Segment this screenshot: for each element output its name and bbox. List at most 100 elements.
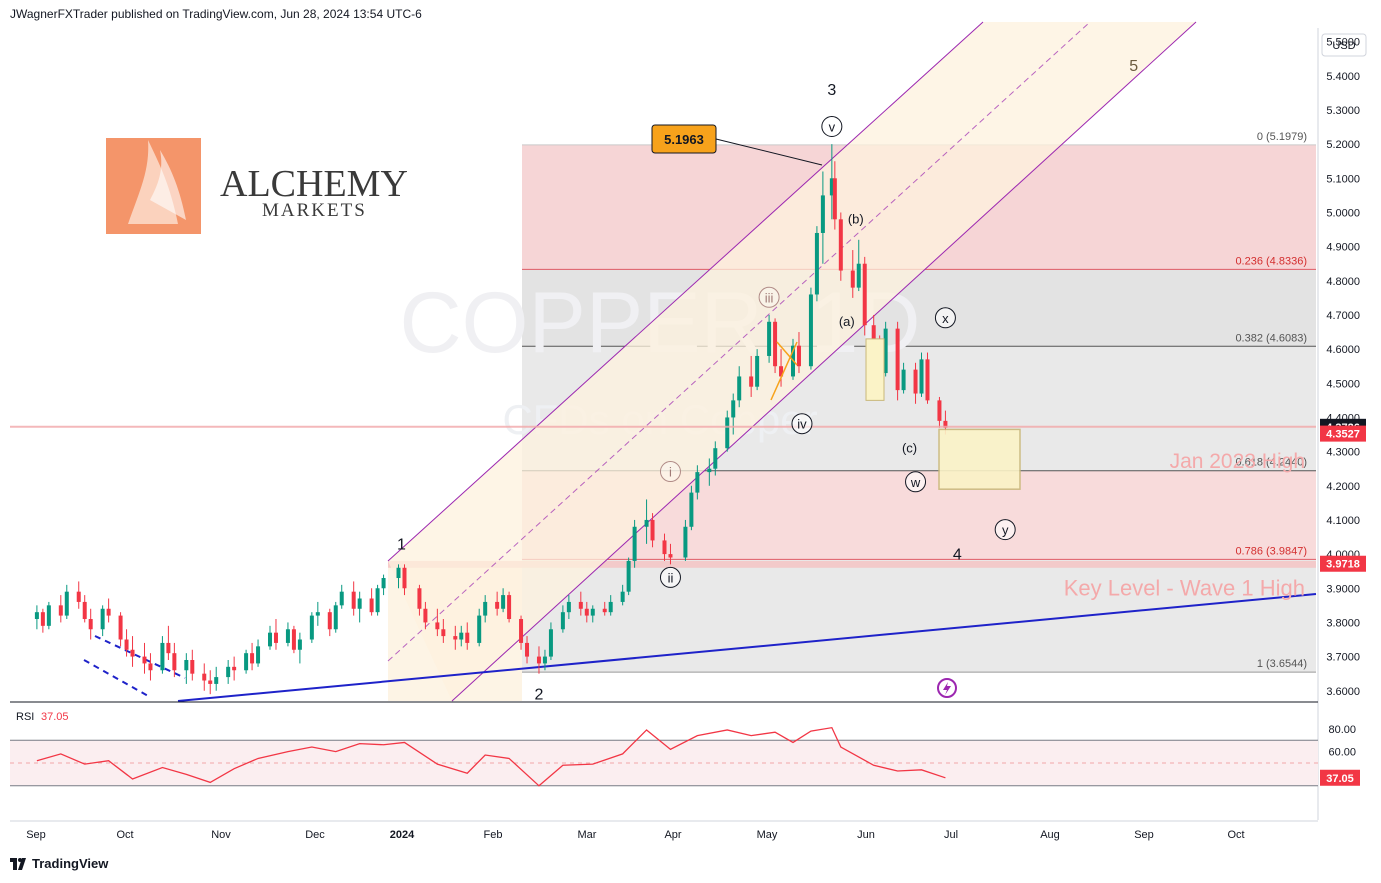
candle-body bbox=[256, 646, 261, 664]
logo-line1: ALCHEMY bbox=[220, 163, 408, 205]
fib-label: 0 (5.1979) bbox=[1257, 131, 1307, 143]
wave-label: 3 bbox=[827, 82, 836, 99]
candle-body bbox=[883, 328, 888, 374]
candle-body bbox=[46, 605, 51, 626]
price-tag-prev bbox=[1320, 425, 1366, 442]
candle-body bbox=[118, 615, 123, 640]
fib-label: 0.236 (4.8336) bbox=[1235, 255, 1307, 267]
candle-body bbox=[423, 608, 428, 623]
time-axis[interactable]: Sep Oct Nov Dec 2024 Feb Mar Apr May Jun Jul Aug Sep… bbox=[10, 678, 1318, 841]
candle-body bbox=[309, 615, 314, 640]
candle-body bbox=[160, 642, 165, 671]
price-tag-key-text: 3.9718 bbox=[1326, 559, 1360, 571]
candle-body bbox=[244, 653, 249, 671]
candle-body bbox=[542, 656, 547, 664]
key-level-band bbox=[388, 560, 1316, 568]
time-tick: May bbox=[757, 829, 778, 841]
candle-body bbox=[913, 369, 918, 394]
callout-price: 5.1963 bbox=[664, 132, 704, 147]
wave-label: 5 bbox=[1129, 58, 1138, 75]
candle-body bbox=[943, 420, 948, 428]
candle-body bbox=[495, 601, 500, 609]
candle-body bbox=[695, 472, 700, 493]
rsi-pane: RSI 37.05 80.00 60.00 37.05 bbox=[10, 711, 1360, 787]
wave-label: (b) bbox=[848, 212, 864, 227]
time-tick: Mar bbox=[578, 829, 597, 841]
wave-label: 1 bbox=[397, 536, 406, 553]
candle-body bbox=[501, 595, 506, 609]
rsi-tick: 80.00 bbox=[1328, 724, 1356, 736]
candle-body bbox=[566, 601, 571, 613]
price-tick: 4.7000 bbox=[1326, 310, 1360, 322]
candle-body bbox=[453, 636, 458, 640]
candle-body bbox=[357, 598, 362, 609]
candle-body bbox=[483, 601, 488, 616]
candle-body bbox=[713, 448, 718, 469]
annotations: Jan 2023 High Key Level - Wave 1 High 5.19… bbox=[10, 124, 1316, 600]
jan-high-label: Jan 2023 High bbox=[1170, 450, 1305, 473]
price-tag-prev-text: 4.3527 bbox=[1326, 429, 1360, 441]
logo-line2: MARKETS bbox=[262, 200, 367, 221]
candle-body bbox=[737, 376, 742, 401]
price-tag-key bbox=[1320, 555, 1366, 572]
candle-body bbox=[683, 526, 688, 558]
candles bbox=[34, 144, 948, 695]
rsi-title: RSI bbox=[16, 711, 34, 723]
price-tick: 5.0000 bbox=[1326, 207, 1360, 219]
candle-body bbox=[560, 612, 565, 630]
candle-body bbox=[333, 605, 338, 630]
candle-body bbox=[327, 612, 332, 630]
support-trendline bbox=[177, 593, 1317, 702]
candle-body bbox=[82, 601, 87, 620]
candle-body bbox=[832, 178, 837, 220]
price-tick: 4.5000 bbox=[1326, 378, 1360, 390]
candle-body bbox=[767, 321, 772, 356]
price-tick: 3.6000 bbox=[1326, 686, 1360, 698]
candle-body bbox=[381, 578, 386, 589]
candle-body bbox=[755, 355, 760, 387]
candle-body bbox=[773, 321, 778, 367]
candle-body bbox=[124, 639, 129, 650]
rsi-tag-text: 37.05 bbox=[1326, 773, 1354, 785]
candle-body bbox=[507, 595, 512, 620]
triangle-line bbox=[776, 341, 798, 366]
candle-body bbox=[58, 605, 63, 616]
fib-label: 0.382 (4.6083) bbox=[1235, 332, 1307, 344]
time-tick: Jun bbox=[857, 829, 875, 841]
candle-body bbox=[172, 653, 177, 671]
key-level-label: Key Level - Wave 1 High bbox=[1064, 575, 1305, 600]
time-tick: Jul bbox=[944, 829, 958, 841]
candle-body bbox=[435, 622, 440, 630]
wave-label: ii bbox=[668, 570, 674, 585]
wave-label: w bbox=[910, 475, 921, 490]
price-tick: 5.5000 bbox=[1326, 37, 1360, 49]
candle-body bbox=[396, 567, 401, 579]
wave-circle bbox=[994, 519, 1016, 541]
candle-body bbox=[459, 632, 464, 640]
candle-body bbox=[850, 270, 855, 288]
time-tick: Nov bbox=[211, 829, 231, 841]
publisher-bar: JWagnerFXTrader published on TradingView… bbox=[0, 0, 1381, 28]
wedge-line-lower bbox=[83, 659, 151, 698]
footer-brand[interactable]: TradingView bbox=[10, 856, 108, 871]
candle-body bbox=[297, 639, 302, 650]
wave-label: i bbox=[669, 465, 672, 480]
price-tick: 4.1000 bbox=[1326, 515, 1360, 527]
wave-label: y bbox=[1002, 523, 1009, 538]
candle-body bbox=[731, 400, 736, 418]
candle-body bbox=[226, 666, 231, 678]
candle-body bbox=[285, 629, 290, 643]
candle-body bbox=[626, 560, 631, 592]
candle-body bbox=[273, 632, 278, 643]
candle-body bbox=[632, 526, 637, 561]
wedge-line-upper bbox=[94, 635, 186, 679]
time-tick: 2024 bbox=[390, 829, 415, 841]
candle-body bbox=[208, 680, 213, 684]
candle-body bbox=[590, 608, 595, 616]
time-tick: Feb bbox=[484, 829, 503, 841]
candle-body bbox=[166, 642, 171, 654]
wave-label: v bbox=[829, 119, 836, 134]
candle-body bbox=[602, 608, 607, 613]
